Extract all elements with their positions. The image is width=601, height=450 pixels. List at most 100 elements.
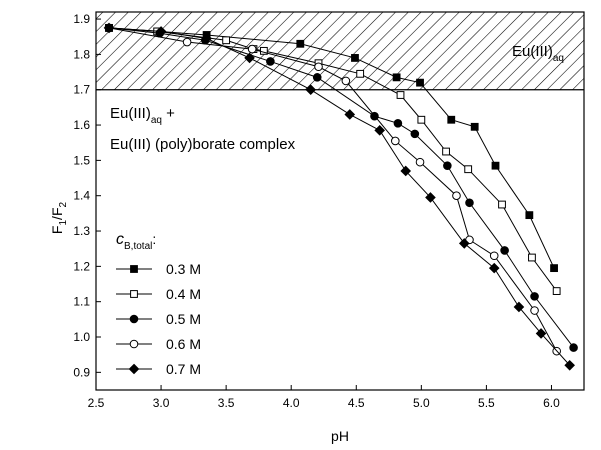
legend-label: 0.3 M <box>166 261 201 277</box>
data-point <box>491 161 500 170</box>
series-line <box>108 27 558 292</box>
legend-item: 0.5 M <box>116 311 201 327</box>
region-label-eu-aq-plus: Eu(III)aq + <box>110 105 175 126</box>
data-point <box>103 22 115 34</box>
legend-item: 0.3 M <box>116 261 201 277</box>
data-point <box>155 26 167 37</box>
data-point <box>489 251 499 261</box>
data-point <box>391 136 400 146</box>
legend-title: cB,total: <box>116 231 156 252</box>
data-point <box>530 292 539 301</box>
data-point <box>341 76 351 86</box>
x-tick-label: 4.5 <box>348 396 365 410</box>
legend-marker <box>129 314 139 324</box>
legend-label: 0.7 M <box>166 361 201 377</box>
data-point <box>442 147 450 156</box>
data-point <box>458 238 470 249</box>
data-point <box>569 343 578 352</box>
data-point <box>400 165 412 177</box>
legend-marker <box>130 290 138 298</box>
data-point <box>247 44 257 54</box>
y-tick-label: 0.9 <box>73 365 90 379</box>
data-point <box>498 200 506 209</box>
plot-frame <box>95 11 585 391</box>
legend-label: 0.4 M <box>166 286 201 302</box>
legend: 0.3 M 0.4 M 0.5 M 0.6 M 0.7 M <box>116 261 201 377</box>
x-tick-label: 2.5 <box>88 396 105 410</box>
data-point <box>500 246 509 255</box>
data-point <box>528 253 536 262</box>
x-tick-label: 4.0 <box>283 396 300 410</box>
data-point <box>410 129 420 139</box>
data-point <box>393 118 403 128</box>
data-point <box>244 52 255 64</box>
data-point <box>513 301 525 313</box>
data-point <box>443 161 452 170</box>
y-tick-label: 1.4 <box>73 189 90 203</box>
x-axis-title: pH <box>331 428 349 444</box>
data-point <box>470 122 479 131</box>
data-point <box>525 211 534 220</box>
y-tick-label: 1.6 <box>73 118 90 132</box>
data-point <box>396 91 405 99</box>
data-point <box>447 115 456 124</box>
series-line <box>108 27 555 269</box>
data-point <box>417 115 426 124</box>
y-tick-label: 1.0 <box>73 330 90 344</box>
data-point <box>530 306 539 315</box>
legend-label: 0.5 M <box>166 311 201 327</box>
hatched-region <box>96 12 584 90</box>
data-point <box>452 191 461 201</box>
data-point <box>392 73 401 82</box>
legend-label: 0.6 M <box>166 336 201 352</box>
legend-item: 0.7 M <box>116 361 201 377</box>
y-tick-label: 1.1 <box>73 295 90 309</box>
data-point <box>356 69 365 78</box>
data-point <box>314 62 323 72</box>
y-tick-label: 1.9 <box>73 12 90 26</box>
legend-marker <box>129 339 139 349</box>
data-point <box>464 165 473 174</box>
data-point <box>488 262 500 274</box>
data-point <box>312 73 322 82</box>
legend-marker <box>128 363 140 375</box>
y-tick-label: 1.3 <box>73 224 90 238</box>
x-axis-ticks: 2.5 3.0 3.5 4.0 4.5 5.0 5.5 6.0 <box>88 385 560 410</box>
data-point <box>550 264 558 273</box>
series-line <box>108 27 571 366</box>
region-label-eu-aq: Eu(III)aq <box>512 43 564 64</box>
data-point <box>465 198 474 208</box>
region-label-borate-complex: Eu(III) (poly)borate complex <box>110 136 296 153</box>
x-tick-label: 5.0 <box>413 396 430 410</box>
y-axis-ticks: 0.9 1.0 1.1 1.2 1.3 1.4 1.5 1.6 1.7 1.8 1.9 <box>73 12 101 379</box>
data-point <box>415 157 425 167</box>
y-tick-label: 1.7 <box>73 83 90 97</box>
x-tick-label: 3.0 <box>153 396 170 410</box>
y-tick-label: 1.5 <box>73 153 90 167</box>
y-axis-title: F1/F2 <box>49 201 69 234</box>
legend-item: 0.4 M <box>116 286 201 302</box>
data-point <box>564 359 575 371</box>
x-tick-label: 6.0 <box>543 396 560 410</box>
data-point <box>222 36 231 45</box>
data-point <box>552 287 561 295</box>
series-layer <box>103 22 578 371</box>
data-point <box>344 109 356 120</box>
data-point <box>296 39 305 48</box>
legend-item: 0.6 M <box>116 336 201 352</box>
series-line <box>108 27 558 352</box>
series-4 <box>103 22 575 371</box>
data-point <box>425 192 436 203</box>
x-tick-label: 5.5 <box>478 396 495 410</box>
data-point <box>374 125 385 136</box>
y-tick-label: 1.2 <box>73 259 90 273</box>
legend-marker <box>130 265 138 273</box>
data-point <box>416 78 424 87</box>
data-point <box>182 37 192 47</box>
data-point <box>305 84 317 96</box>
y-tick-label: 1.8 <box>73 47 90 61</box>
data-point <box>266 57 275 66</box>
data-point <box>201 33 212 44</box>
x-tick-label: 3.5 <box>218 396 235 410</box>
